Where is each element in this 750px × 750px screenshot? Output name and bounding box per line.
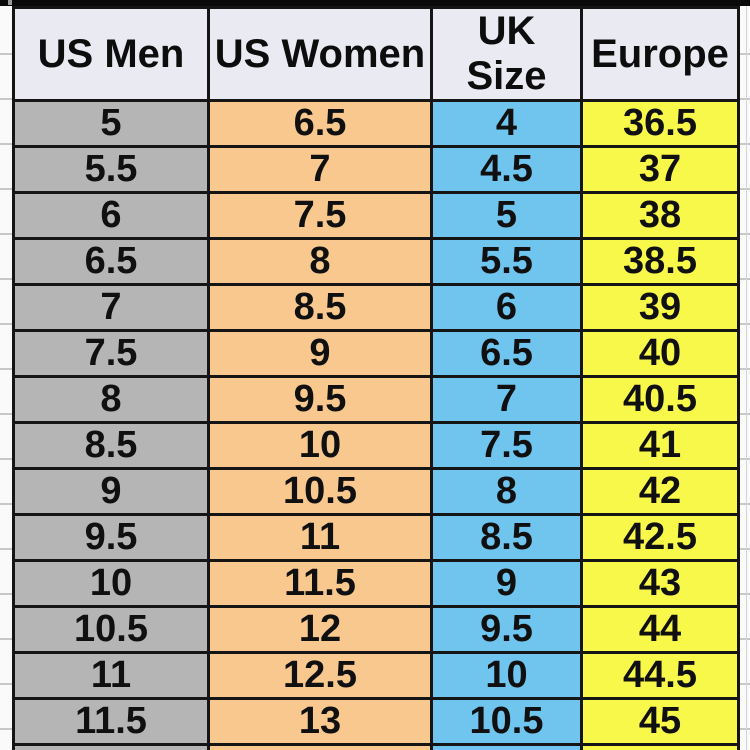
size-cell: 41 — [580, 421, 740, 470]
size-cell: 13 — [207, 697, 433, 746]
size-cell: 42.5 — [580, 513, 740, 562]
top-bar-notch — [8, 0, 12, 5]
table-row: 9 10.5 8 42 — [12, 467, 740, 516]
table-row: 5.5 7 4.5 37 — [12, 145, 740, 194]
shoe-size-conversion-table: US Men US Women UK Size Europe 5 6.5 4 36.5… — [12, 6, 740, 750]
table-row: 9.5 11 8.5 42.5 — [12, 513, 740, 562]
header-row: US Men US Women UK Size Europe — [12, 6, 740, 102]
size-cell: 8 — [12, 375, 210, 424]
size-cell: 38.5 — [580, 237, 740, 286]
size-cell: 44.5 — [580, 651, 740, 700]
column-header-us-women: US Women — [207, 6, 433, 102]
size-cell: 6.5 — [430, 329, 583, 378]
size-cell: 5.5 — [12, 145, 210, 194]
size-cell: 9.5 — [430, 605, 583, 654]
column-header-europe: Europe — [580, 6, 740, 102]
size-cell: 9 — [430, 559, 583, 608]
table-row: 5 6.5 4 36.5 — [12, 99, 740, 148]
size-cell: 12.5 — [207, 651, 433, 700]
size-cell: 9 — [207, 329, 433, 378]
size-cell: 4 — [430, 99, 583, 148]
size-cell: 10.5 — [12, 605, 210, 654]
size-cell: 6.5 — [12, 237, 210, 286]
size-cell: 46 — [580, 743, 740, 750]
size-cell: 37 — [580, 145, 740, 194]
size-cell: 36.5 — [580, 99, 740, 148]
table-row: 6.5 8 5.5 38.5 — [12, 237, 740, 286]
table-row: 1213.51146 — [12, 743, 740, 750]
size-cell: 6 — [12, 191, 210, 240]
size-cell: 12 — [207, 605, 433, 654]
size-cell: 10 — [207, 421, 433, 470]
size-cell: 11 — [207, 513, 433, 562]
table-row: 10 11.5 9 43 — [12, 559, 740, 608]
size-cell: 5 — [12, 99, 210, 148]
size-cell: 8.5 — [12, 421, 210, 470]
right-margin-gridline — [746, 6, 747, 750]
size-cell: 40 — [580, 329, 740, 378]
size-cell: 45 — [580, 697, 740, 746]
column-header-uk-size: UK Size — [430, 6, 583, 102]
table-row: 8 9.5 7 40.5 — [12, 375, 740, 424]
size-cell: 9.5 — [207, 375, 433, 424]
size-cell: 11.5 — [12, 697, 210, 746]
size-cell: 10.5 — [207, 467, 433, 516]
size-cell: 5.5 — [430, 237, 583, 286]
size-cell: 13.5 — [207, 743, 433, 750]
size-cell: 8 — [207, 237, 433, 286]
size-cell: 40.5 — [580, 375, 740, 424]
top-black-bar — [0, 0, 750, 6]
table-row: 6 7.5 5 38 — [12, 191, 740, 240]
size-cell: 11.5 — [207, 559, 433, 608]
left-gridline-margin — [0, 10, 12, 750]
table-row: 7.5 9 6.5 40 — [12, 329, 740, 378]
size-cell: 7.5 — [12, 329, 210, 378]
size-cell: 9 — [12, 467, 210, 516]
table-row: 10.5 12 9.5 44 — [12, 605, 740, 654]
size-cell: 10 — [430, 651, 583, 700]
size-cell: 7 — [430, 375, 583, 424]
size-cell: 8 — [430, 467, 583, 516]
size-cell: 42 — [580, 467, 740, 516]
size-cell: 44 — [580, 605, 740, 654]
size-cell: 6.5 — [207, 99, 433, 148]
column-header-us-men: US Men — [12, 6, 210, 102]
size-cell: 10 — [12, 559, 210, 608]
size-cell: 38 — [580, 191, 740, 240]
size-cell: 7 — [12, 283, 210, 332]
size-cell: 39 — [580, 283, 740, 332]
size-cell: 6 — [430, 283, 583, 332]
size-cell: 7.5 — [430, 421, 583, 470]
table-body: 5 6.5 4 36.5 5.5 7 4.5 37 6 7.5 5 38 6.5 8 5.5 38.5 7 8.5… — [12, 99, 740, 750]
size-cell: 11 — [430, 743, 583, 750]
size-cell: 43 — [580, 559, 740, 608]
table-row: 8.5 10 7.5 41 — [12, 421, 740, 470]
table-row: 11.5 13 10.5 45 — [12, 697, 740, 746]
size-cell: 8.5 — [207, 283, 433, 332]
size-cell: 12 — [12, 743, 210, 750]
size-cell: 4.5 — [430, 145, 583, 194]
size-cell: 10.5 — [430, 697, 583, 746]
table-row: 11 12.5 10 44.5 — [12, 651, 740, 700]
size-cell: 7 — [207, 145, 433, 194]
size-cell: 9.5 — [12, 513, 210, 562]
size-cell: 5 — [430, 191, 583, 240]
size-cell: 11 — [12, 651, 210, 700]
table-row: 7 8.5 6 39 — [12, 283, 740, 332]
size-cell: 8.5 — [430, 513, 583, 562]
size-cell: 7.5 — [207, 191, 433, 240]
